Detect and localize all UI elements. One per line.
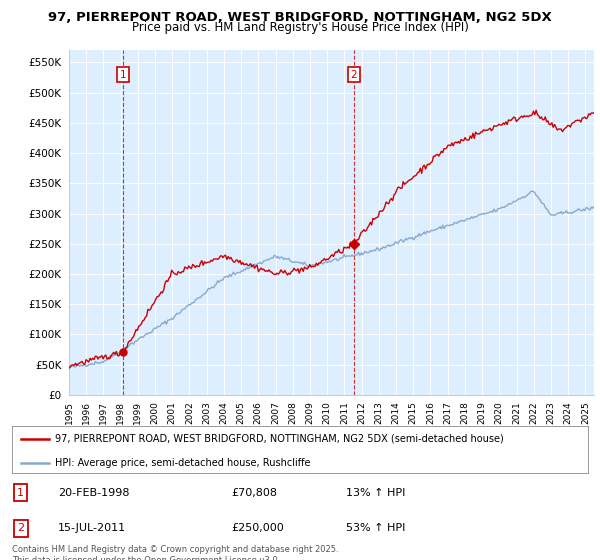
Text: 1: 1	[17, 488, 24, 498]
Text: £70,808: £70,808	[231, 488, 277, 498]
Text: HPI: Average price, semi-detached house, Rushcliffe: HPI: Average price, semi-detached house,…	[55, 458, 311, 468]
Text: 97, PIERREPONT ROAD, WEST BRIDGFORD, NOTTINGHAM, NG2 5DX: 97, PIERREPONT ROAD, WEST BRIDGFORD, NOT…	[48, 11, 552, 24]
Text: 20-FEB-1998: 20-FEB-1998	[58, 488, 130, 498]
Text: 2: 2	[350, 69, 357, 80]
Text: Price paid vs. HM Land Registry's House Price Index (HPI): Price paid vs. HM Land Registry's House …	[131, 21, 469, 34]
Text: £250,000: £250,000	[231, 524, 284, 534]
Text: 13% ↑ HPI: 13% ↑ HPI	[346, 488, 406, 498]
Text: 2: 2	[17, 524, 24, 534]
Text: 15-JUL-2011: 15-JUL-2011	[58, 524, 126, 534]
Text: Contains HM Land Registry data © Crown copyright and database right 2025.
This d: Contains HM Land Registry data © Crown c…	[12, 545, 338, 560]
Text: 53% ↑ HPI: 53% ↑ HPI	[346, 524, 406, 534]
Text: 97, PIERREPONT ROAD, WEST BRIDGFORD, NOTTINGHAM, NG2 5DX (semi-detached house): 97, PIERREPONT ROAD, WEST BRIDGFORD, NOT…	[55, 434, 504, 444]
Text: 1: 1	[119, 69, 126, 80]
